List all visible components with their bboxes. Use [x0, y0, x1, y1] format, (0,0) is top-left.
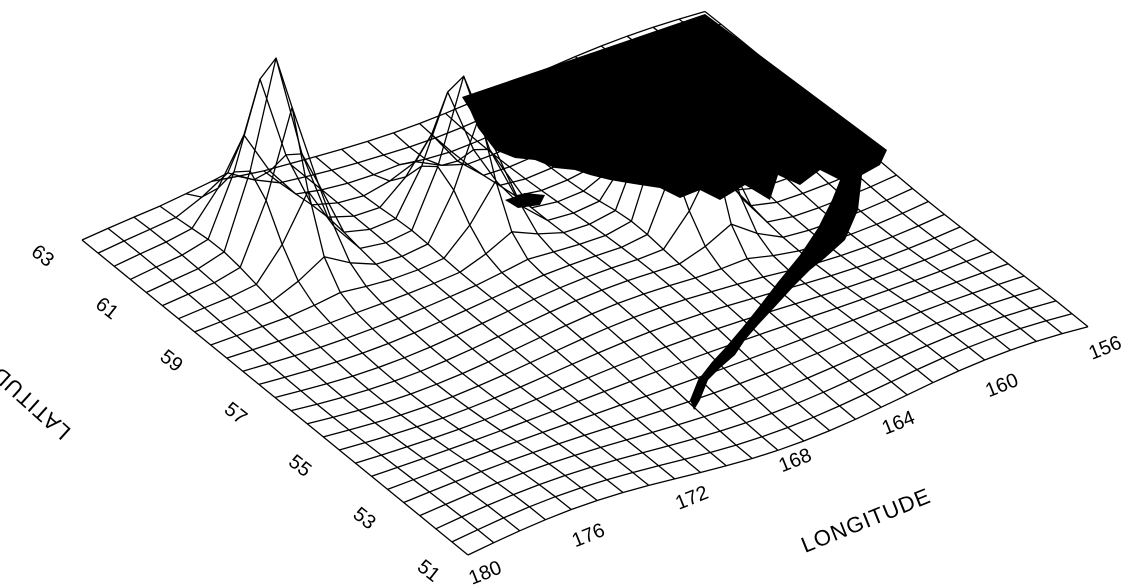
y-axis-title: LATITUDE [0, 351, 75, 445]
mesh-line-lat [451, 313, 1073, 543]
y-tick-label: 61 [91, 293, 122, 324]
island-blob [505, 193, 545, 208]
mesh-line-lon [107, 227, 495, 544]
alaska-landmass [462, 14, 887, 410]
mesh-line-lon [211, 57, 598, 502]
y-tick-label: 59 [156, 346, 187, 377]
mesh-line-lon [237, 153, 624, 494]
x-tick-label: 176 [569, 519, 608, 552]
y-tick-label: 63 [27, 241, 58, 272]
mesh-line-lat [419, 287, 1041, 517]
y-tick-label: 51 [413, 556, 444, 587]
mesh-line-lon [185, 170, 572, 511]
y-tick-label: 55 [284, 451, 315, 482]
mesh-line-lon [419, 123, 805, 442]
y-tick-label: 53 [349, 503, 380, 534]
x-axis-title: LONGITUDE [798, 483, 935, 558]
y-tick-label: 57 [220, 398, 251, 429]
x-tick-label: 180 [466, 557, 505, 588]
mesh-line-lon [444, 112, 831, 432]
mesh-line-lon [393, 132, 779, 451]
mesh-line-lon [289, 163, 676, 480]
x-tick-label: 160 [982, 369, 1021, 402]
mesh-line-lat [467, 326, 1089, 556]
mesh-line-lon [159, 205, 546, 521]
x-tick-label: 156 [1086, 332, 1125, 365]
mesh-line-lon [315, 156, 701, 474]
x-tick-label: 164 [879, 407, 918, 440]
mesh-line-lon [263, 170, 650, 486]
mesh-line-lat [339, 226, 961, 451]
mesh-line-lon [133, 216, 521, 532]
mesh-line-lon [81, 239, 469, 556]
mesh-line-lat [323, 213, 945, 438]
mesh-line-lat [290, 187, 913, 412]
landmass-shading [462, 14, 887, 410]
mesh-line-lon [341, 148, 727, 467]
x-tick-label: 172 [672, 482, 711, 515]
